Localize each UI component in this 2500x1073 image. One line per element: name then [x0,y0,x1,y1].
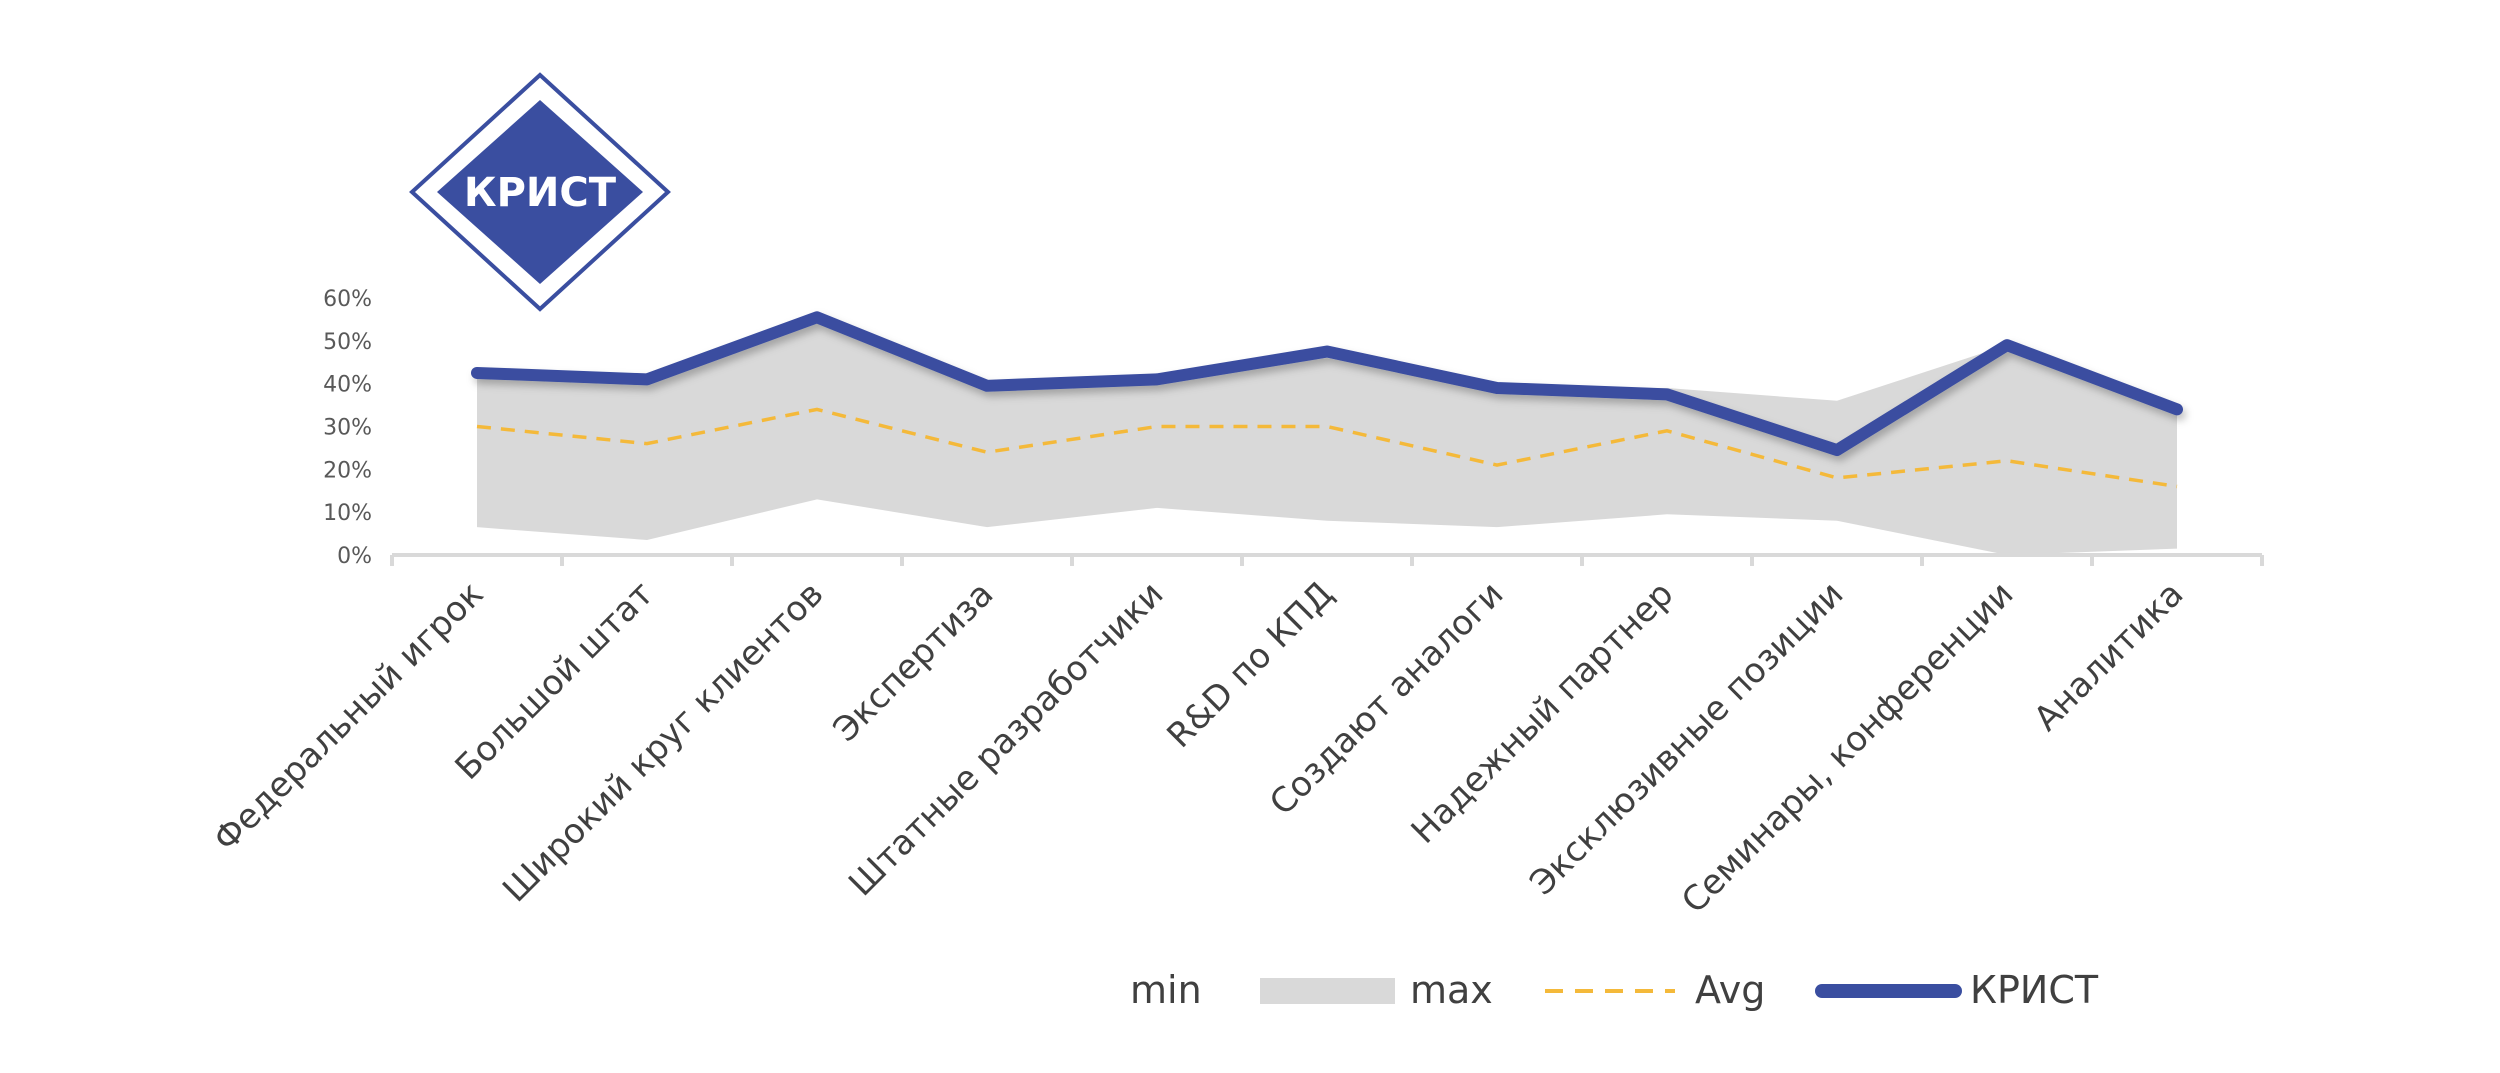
y-axis: 0% 10% 20% 30% 40% 50% 60% [323,287,372,569]
legend-max-swatch [1260,978,1395,1004]
legend-avg-label: Avg [1695,968,1765,1012]
category-label: Экспертиза [826,574,1002,750]
category-label: Широкий круг клиентов [495,574,831,910]
plot-area [471,311,2183,555]
category-label: R&D по КПД [1159,574,1341,756]
logo: КРИСТ [409,72,671,312]
legend: min max Avg КРИСТ [1130,968,2099,1012]
avg-line [476,407,2178,489]
category-label: Эксклюзивные позиции [1522,574,1851,903]
x-axis [390,553,2264,566]
y-tick-label: 30% [323,416,372,441]
category-label: Штатные разработчики [841,574,1171,904]
y-tick-label: 40% [323,373,372,398]
logo-inner-diamond [437,100,643,284]
category-label: Федеральный игрок [206,574,491,859]
legend-max-label: max [1410,968,1493,1012]
y-tick-label: 10% [323,501,372,526]
legend-min-label: min [1130,968,1202,1012]
y-tick-label: 50% [323,330,372,355]
y-tick-label: 60% [323,287,372,312]
krist-line [471,311,2183,457]
y-tick-label: 0% [337,544,372,569]
min-max-band [477,319,2177,555]
category-label: Семинары, конференции [1674,574,2021,921]
y-tick-label: 20% [323,458,372,483]
category-label: Аналитика [2026,574,2191,739]
logo-text: КРИСТ [464,170,617,216]
legend-krist-label: КРИСТ [1970,968,2099,1012]
